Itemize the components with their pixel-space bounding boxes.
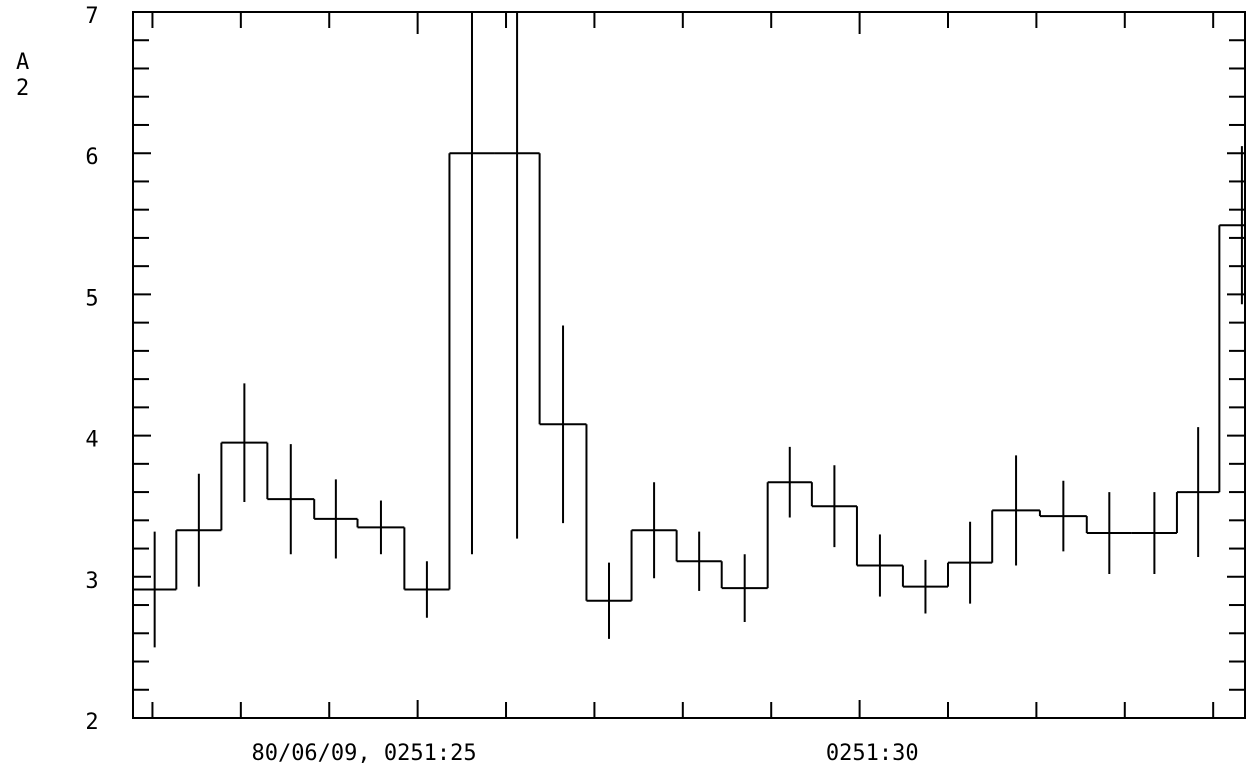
y-tick-label: 2 [85,710,98,735]
x-tick-label: 0251:30 [826,741,919,766]
y-tick-label: 6 [85,145,98,170]
y-tick-label: 5 [85,286,98,311]
y-tick-label: 7 [85,4,98,29]
plot-frame [132,11,1246,719]
y-tick-label: 4 [85,428,98,453]
y-tick-label: 3 [85,569,98,594]
y-axis-label: 2 [16,76,29,101]
y-axis-label: A [16,50,29,75]
plot-area [133,12,1245,648]
x-tick-label: 80/06/09, 0251:25 [251,741,476,766]
